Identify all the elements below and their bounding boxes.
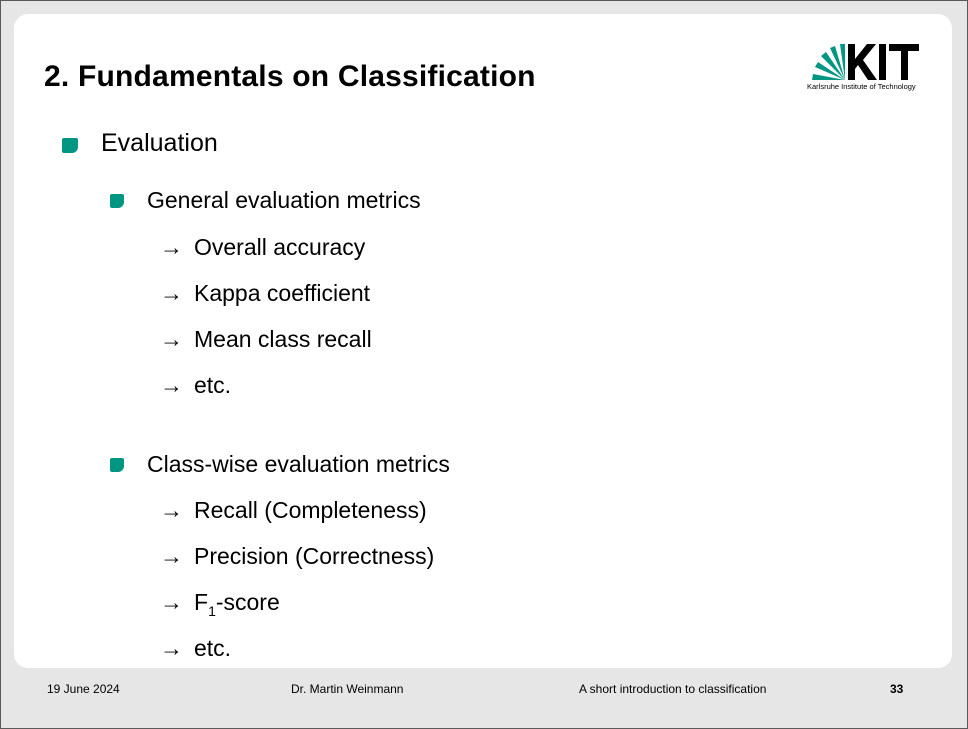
square-bullet-icon bbox=[110, 458, 124, 472]
square-bullet-icon bbox=[110, 194, 124, 208]
item-label: Precision (Correctness) bbox=[194, 543, 435, 569]
section-label: Class-wise evaluation metrics bbox=[147, 451, 450, 477]
arrow-right-icon: → bbox=[160, 497, 183, 523]
item-label: Overall accuracy bbox=[194, 234, 366, 260]
slide-title: 2. Fundamentals on Classification bbox=[44, 60, 536, 93]
f-score-base: F bbox=[194, 589, 209, 615]
section-label: General evaluation metrics bbox=[147, 187, 421, 213]
item-label: Mean class recall bbox=[194, 326, 372, 352]
square-bullet-icon bbox=[62, 138, 78, 153]
f-score-suffix: -score bbox=[215, 589, 280, 615]
footer-author: Dr. Martin Weinmann bbox=[291, 682, 404, 696]
bullet-label: Evaluation bbox=[101, 129, 218, 157]
f-score-subscript: 1 bbox=[208, 603, 216, 619]
logo-caption: Karlsruhe Institute of Technology bbox=[807, 82, 916, 91]
arrow-right-icon: → bbox=[160, 280, 183, 306]
arrow-right-icon: → bbox=[160, 543, 183, 569]
item-label: Recall (Completeness) bbox=[194, 497, 427, 523]
footer-talk-title: A short introduction to classification bbox=[579, 682, 767, 696]
item-label-f1-score: F1-score bbox=[194, 589, 280, 619]
slide: 2. Fundamentals on Classification Karlsr… bbox=[14, 14, 952, 668]
arrow-right-icon: → bbox=[160, 234, 183, 260]
page-number: 33 bbox=[890, 682, 904, 696]
arrow-right-icon: → bbox=[160, 635, 183, 661]
arrow-right-icon: → bbox=[160, 372, 183, 398]
kit-logo-icon bbox=[812, 44, 919, 80]
item-label: etc. bbox=[194, 372, 232, 398]
item-label: Kappa coefficient bbox=[194, 280, 371, 306]
item-label: etc. bbox=[194, 635, 232, 661]
footer-date: 19 June 2024 bbox=[47, 682, 120, 696]
arrow-right-icon: → bbox=[160, 326, 183, 352]
arrow-right-icon: → bbox=[160, 589, 183, 615]
